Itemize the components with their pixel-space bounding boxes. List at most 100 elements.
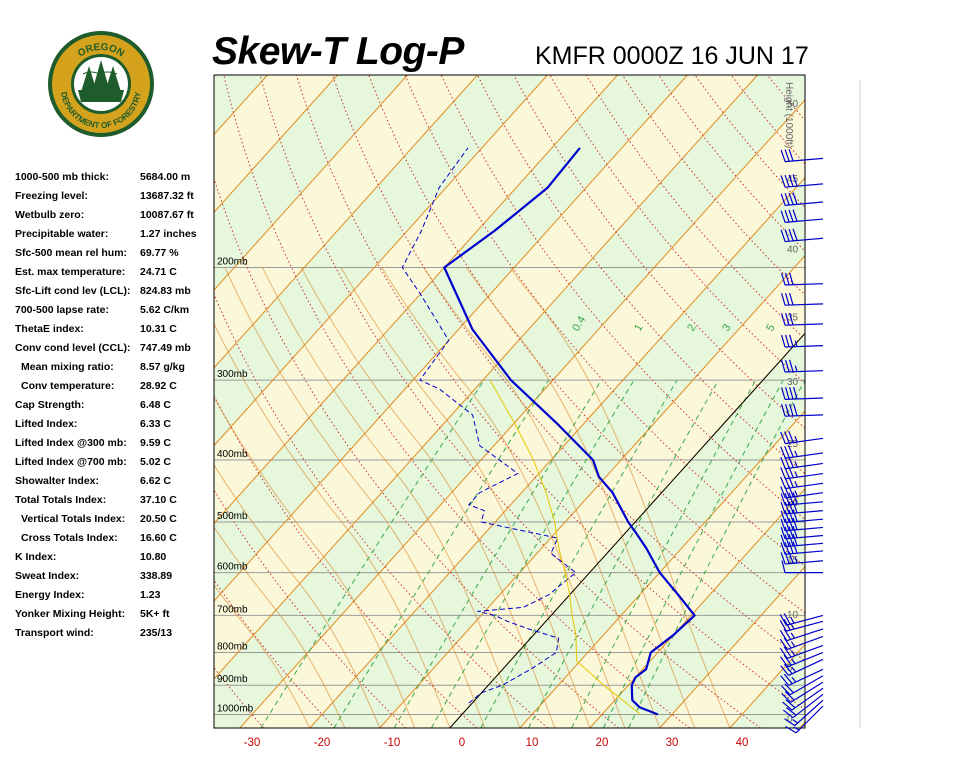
- wind-barb-feather: [781, 560, 786, 573]
- moist-adiabat-line: [224, 267, 486, 728]
- wind-barb-feather: [781, 404, 786, 417]
- stat-label: 1000-500 mb thick:: [15, 171, 109, 183]
- stat-row: Showalter Index: 6.62 C: [15, 472, 215, 491]
- stat-row: Cap Strength: 6.48 C: [15, 396, 215, 415]
- isotherm-band: [214, 75, 805, 728]
- wind-barb-feather: [788, 228, 794, 242]
- wind-barb-feather: [783, 673, 793, 685]
- stat-value: 235/13: [140, 627, 173, 639]
- stat-row: 1000-500 mb thick: 5684.00 m: [15, 168, 215, 187]
- wind-barb-half-feather: [794, 435, 798, 443]
- wind-barb-staff: [785, 482, 824, 490]
- wind-barb-feather: [792, 517, 798, 530]
- wind-barb-feather: [780, 542, 786, 555]
- wind-barb-feather: [779, 629, 788, 642]
- wind-barb-feather: [783, 628, 792, 640]
- stat-value: 5.02 C: [140, 456, 171, 468]
- wind-barb: [780, 209, 824, 223]
- wind-barb-feather: [781, 272, 786, 286]
- stat-value: 69.77 %: [140, 247, 179, 259]
- wind-barb-feather: [784, 445, 790, 458]
- wind-barb-feather: [784, 518, 790, 531]
- wind-barb-staff: [785, 345, 824, 348]
- stat-value: 10.31 C: [140, 323, 177, 335]
- wind-barb-feather: [784, 492, 790, 505]
- stat-label: Vertical Totals Index:: [21, 513, 126, 525]
- wind-barb-staff: [795, 705, 824, 734]
- isotherm-line: [799, 721, 805, 728]
- wind-barb-half-feather: [792, 719, 799, 724]
- wind-barb-feather: [784, 229, 790, 242]
- wind-barb-feather: [792, 541, 798, 554]
- wind-barb-feather: [780, 526, 786, 540]
- stat-label: Sweat Index:: [15, 570, 80, 582]
- wind-barb-feather: [792, 209, 798, 222]
- wind-barb-feather: [780, 476, 786, 489]
- isotherm-line: [214, 75, 548, 447]
- stat-label: Sfc-Lift cond lev (LCL):: [15, 285, 131, 297]
- wind-barb-feather: [784, 534, 790, 547]
- wind-barb-feather: [793, 403, 798, 416]
- stat-row: K Index: 10.80: [15, 548, 215, 567]
- wind-barb-half-feather: [790, 650, 796, 657]
- wind-barb-feather: [785, 387, 790, 400]
- stat-label: Cap Strength:: [15, 399, 85, 411]
- stat-label: Precipitable water:: [15, 228, 109, 240]
- wind-barb-staff: [786, 620, 824, 632]
- stat-value: 6.33 C: [140, 418, 171, 430]
- height-tick-label: 5: [787, 663, 793, 674]
- wind-barb-staff: [785, 157, 824, 163]
- wind-barb: [781, 334, 824, 348]
- wind-barb-staff: [785, 437, 824, 445]
- dry-adiabat-line: [0, 75, 193, 728]
- stat-label: Mean mixing ratio:: [21, 361, 114, 373]
- isotherm-line: [214, 75, 688, 602]
- wind-barb-half-feather: [794, 471, 798, 478]
- wind-barb: [780, 445, 824, 459]
- wind-barb-feather: [780, 457, 786, 469]
- moist-adiabat-line: [300, 267, 556, 728]
- stat-value: 1.27 inches: [140, 228, 197, 240]
- wind-barb-staff: [785, 462, 824, 470]
- logo-top-text: OREGON: [76, 42, 126, 60]
- height-tick-label: 30: [787, 377, 799, 388]
- wind-barb-feather: [781, 334, 786, 348]
- stat-row: Cross Totals Index: 16.60 C: [15, 529, 215, 548]
- wind-barb: [781, 272, 824, 286]
- parcel-profile-line: [489, 379, 641, 715]
- wind-barb-feather: [793, 386, 798, 400]
- wind-barb: [780, 651, 824, 668]
- moist-adiabat-line: [423, 267, 661, 728]
- wind-barb-feather: [789, 292, 794, 306]
- wind-barb: [780, 668, 824, 686]
- stat-value: 5.62 C/km: [140, 304, 190, 316]
- wind-barb-half-feather: [791, 666, 797, 673]
- stat-row: 700-500 lapse rate: 5.62 C/km: [15, 301, 215, 320]
- dry-adiabat-line: [404, 75, 805, 567]
- wind-barb-staff: [785, 534, 824, 540]
- moist-adiabat-line: [509, 267, 731, 728]
- dry-adiabat-line: [259, 75, 761, 728]
- wind-barb-feather: [789, 359, 794, 372]
- height-tick-label: 50: [787, 99, 799, 110]
- wind-barb-staff: [785, 492, 824, 499]
- wind-barb-feather: [792, 525, 798, 538]
- wind-barb-staff: [789, 675, 824, 696]
- isotherm-line: [214, 75, 758, 680]
- wind-barb: [780, 658, 824, 676]
- stat-label: Showalter Index:: [15, 475, 100, 487]
- pressure-tick-label: 1000mb: [217, 703, 254, 714]
- moist-adiabat-line: [381, 267, 626, 728]
- freezing-isotherm: [449, 332, 805, 728]
- pressure-tick-label: 500mb: [217, 511, 248, 522]
- stat-row: Est. max temperature: 24.71 C: [15, 263, 215, 282]
- height-tick-label: 10: [787, 610, 799, 621]
- chart-title: Skew-T Log-P: [212, 30, 464, 73]
- isotherm-band: [214, 75, 268, 135]
- wind-barb-feather: [784, 542, 790, 555]
- wind-barb: [780, 492, 824, 506]
- wind-barb-staff: [787, 635, 824, 650]
- wind-barb-feather: [788, 492, 794, 505]
- isotherm-line: [589, 488, 805, 728]
- isotherm-line: [659, 565, 805, 728]
